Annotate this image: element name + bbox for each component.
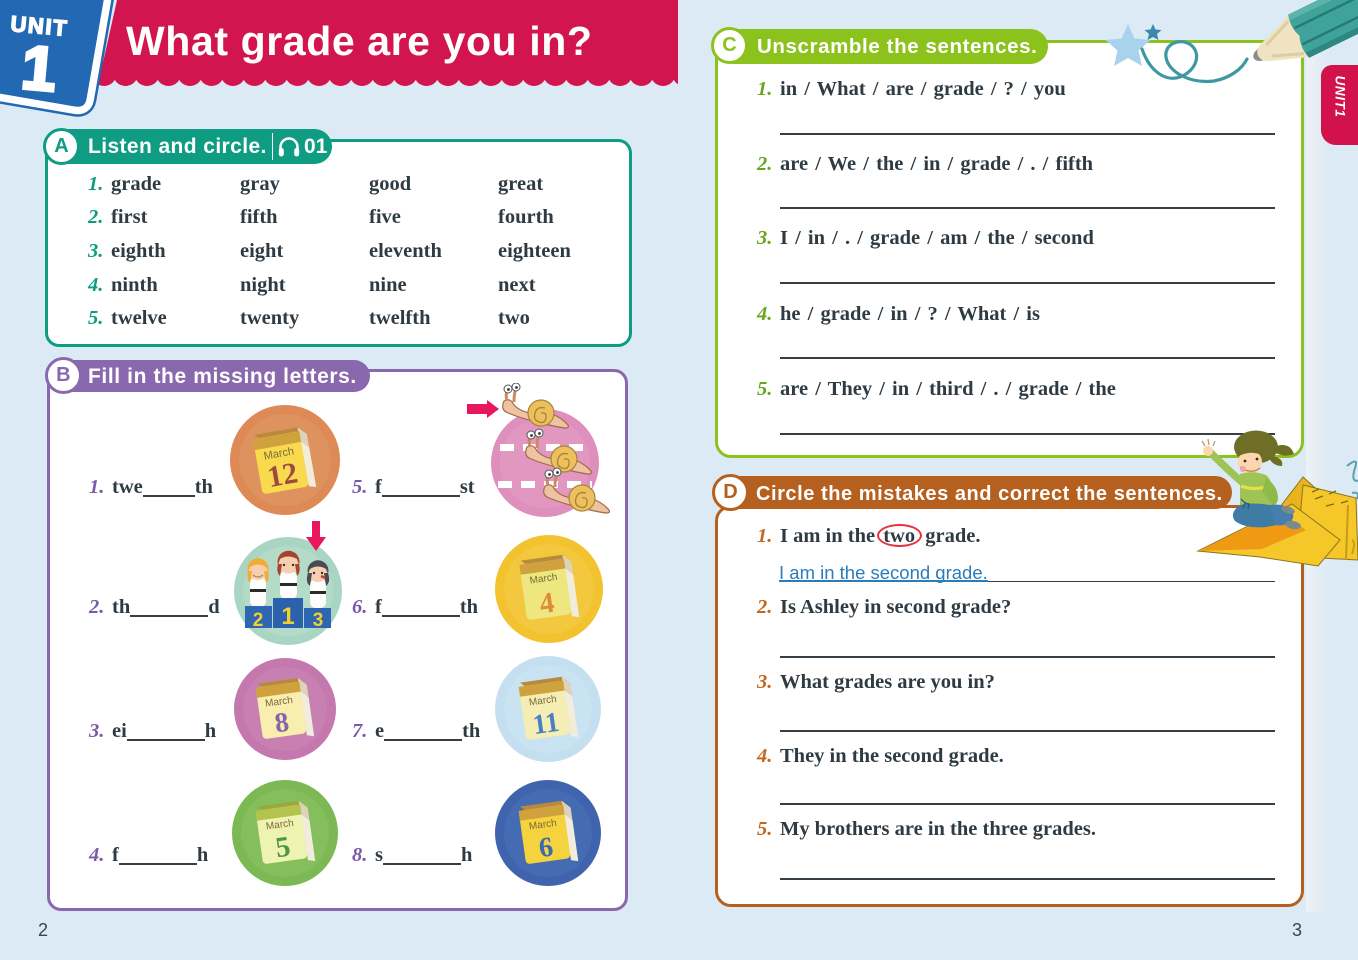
svg-text:5: 5: [274, 831, 293, 865]
svg-text:3: 3: [313, 610, 324, 631]
svg-text:12: 12: [265, 456, 300, 494]
svg-text:2: 2: [253, 610, 264, 631]
svg-text:March: March: [528, 694, 557, 709]
svg-text:8: 8: [273, 707, 291, 740]
svg-text:March: March: [528, 818, 557, 833]
svg-text:6: 6: [537, 832, 555, 865]
svg-text:1: 1: [281, 603, 294, 630]
svg-text:March: March: [263, 445, 295, 462]
svg-text:March: March: [265, 818, 294, 833]
svg-text:UNIT: UNIT: [10, 11, 70, 41]
svg-text:March: March: [529, 572, 558, 587]
svg-text:March: March: [264, 695, 293, 710]
svg-text:What grade are you in?: What grade are you in?: [126, 18, 593, 64]
svg-text:11: 11: [531, 707, 562, 741]
svg-text:1: 1: [19, 33, 59, 105]
svg-text:4: 4: [538, 587, 557, 621]
